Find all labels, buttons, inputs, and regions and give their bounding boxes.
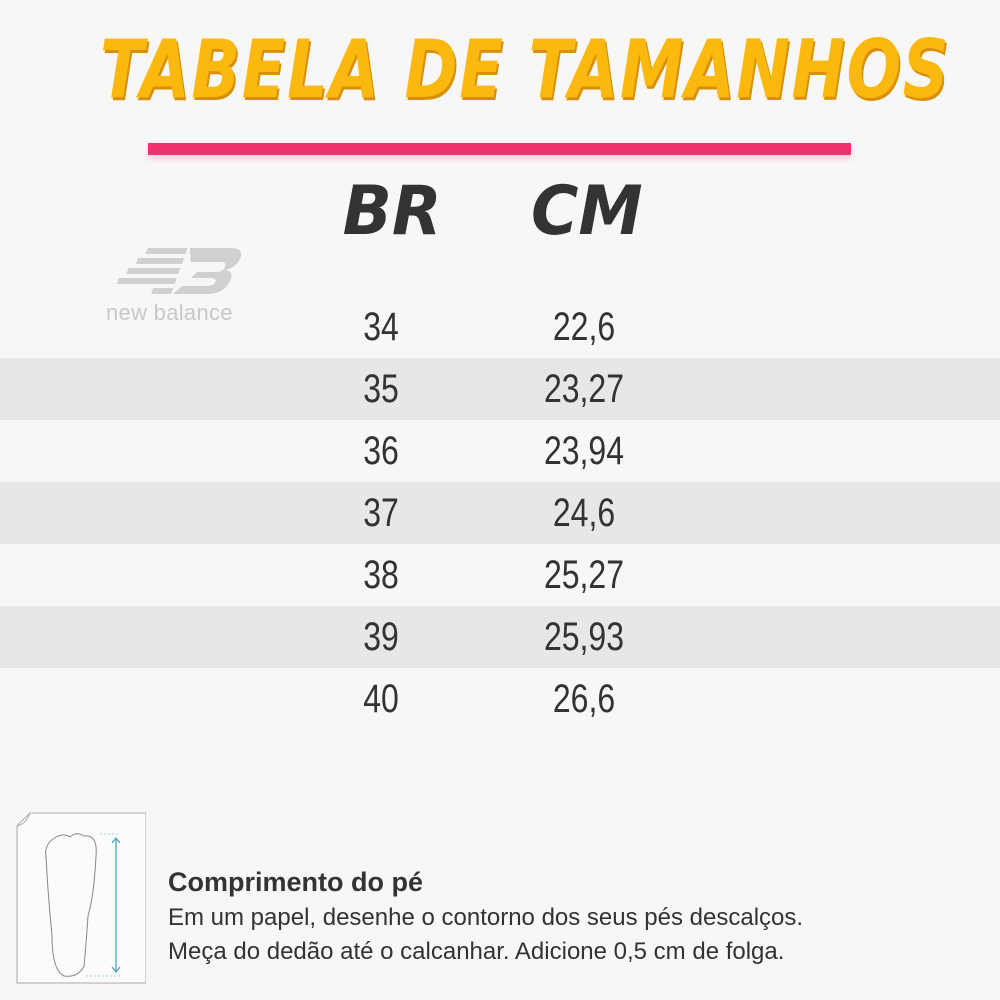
cell-br: 34: [363, 305, 399, 349]
table-row: 37 24,6: [0, 482, 1000, 544]
new-balance-logo: [116, 248, 242, 294]
table-row: 40 26,6: [0, 668, 1000, 730]
page-title: TABELA DE TAMANHOS: [100, 23, 951, 116]
cell-br: 39: [363, 615, 399, 659]
hint-line-2: Meça do dedão até o calcanhar. Adicione …: [168, 938, 785, 965]
table-row: 38 25,27: [0, 544, 1000, 606]
table-row: 39 25,93: [0, 606, 1000, 668]
foot-on-paper-icon: [16, 812, 146, 984]
cell-br: 36: [363, 429, 399, 473]
cell-cm: 25,27: [543, 553, 625, 597]
hint-line-1: Em um papel, desenhe o contorno dos seus…: [168, 904, 804, 931]
cell-cm: 26,6: [552, 677, 616, 721]
cell-br: 40: [363, 677, 399, 721]
cell-br: 38: [363, 553, 399, 597]
cell-cm: 24,6: [552, 491, 616, 535]
accent-divider: [148, 143, 851, 155]
table-row: 35 23,27: [0, 358, 1000, 420]
header-br: BR: [342, 172, 442, 251]
header-cm: CM: [530, 172, 643, 251]
brand-name: new balance: [106, 300, 233, 325]
table-row: 36 23,94: [0, 420, 1000, 482]
cell-br: 35: [363, 367, 399, 411]
cell-cm: 22,6: [552, 305, 616, 349]
cell-cm: 23,94: [543, 429, 625, 473]
cell-cm: 23,27: [543, 367, 625, 411]
table-row: 34 22,6: [0, 296, 1000, 358]
cell-cm: 25,93: [543, 615, 625, 659]
hint-title: Comprimento do pé: [168, 867, 423, 897]
cell-br: 37: [363, 491, 399, 535]
